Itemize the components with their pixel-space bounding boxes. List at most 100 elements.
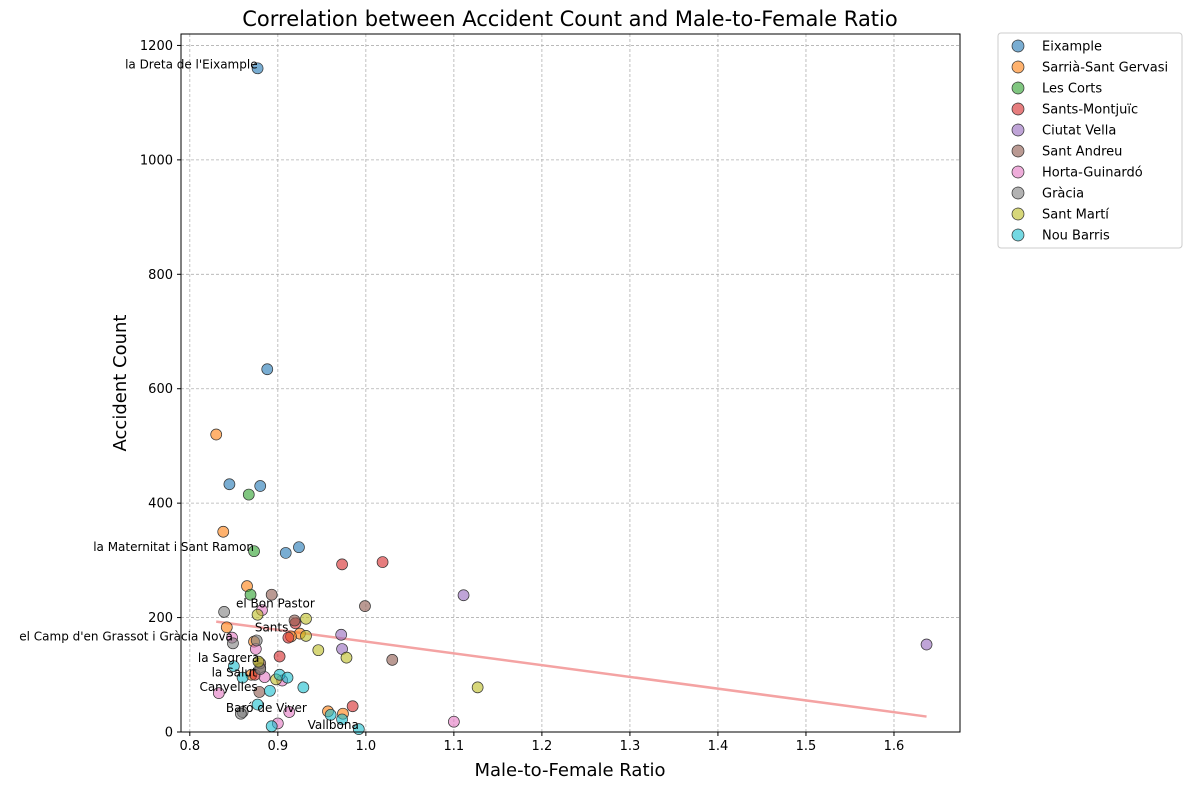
data-point bbox=[261, 363, 274, 376]
data-point bbox=[252, 655, 265, 668]
legend-marker bbox=[1011, 207, 1025, 221]
data-point bbox=[457, 589, 470, 602]
data-point bbox=[251, 608, 264, 621]
data-point bbox=[471, 681, 484, 694]
x-tick-label: 1.3 bbox=[620, 739, 641, 754]
point-annotations: la Dreta de l'Eixample la Maternitat i Sa… bbox=[19, 57, 359, 732]
data-point bbox=[273, 650, 286, 663]
data-point bbox=[281, 671, 294, 684]
legend-marker bbox=[1011, 39, 1025, 53]
trend-line-group bbox=[216, 620, 927, 718]
data-point bbox=[254, 480, 267, 492]
legend-marker bbox=[1011, 165, 1025, 179]
data-points bbox=[210, 62, 933, 735]
y-tick-label: 1000 bbox=[140, 153, 173, 168]
x-tick-label: 1.6 bbox=[884, 739, 905, 754]
data-point bbox=[251, 698, 264, 711]
data-point bbox=[293, 541, 305, 554]
point-annotation: Sants bbox=[255, 620, 289, 634]
legend-marker bbox=[1011, 102, 1025, 116]
y-axis-label: Accident Count bbox=[110, 315, 131, 452]
y-tick-label: 400 bbox=[148, 497, 173, 512]
legend-box bbox=[997, 32, 1183, 249]
data-point bbox=[340, 651, 353, 664]
x-tick-label: 1.0 bbox=[356, 739, 377, 754]
legend-label: Sarrià-Sant Gervasi bbox=[1042, 61, 1168, 76]
y-tick-label: 600 bbox=[148, 382, 173, 397]
chart-title: Correlation between Accident Count and M… bbox=[242, 7, 897, 31]
legend-marker bbox=[1011, 60, 1025, 74]
trend-line bbox=[216, 620, 927, 718]
grid-lines bbox=[181, 34, 960, 733]
point-annotation: Canyelles bbox=[199, 680, 257, 694]
data-point bbox=[336, 713, 348, 726]
data-point bbox=[336, 558, 348, 571]
x-tick-label: 1.1 bbox=[444, 739, 465, 754]
x-tick-label: 0.9 bbox=[267, 739, 288, 754]
legend-label: Sant Martí bbox=[1042, 208, 1109, 223]
data-point bbox=[217, 525, 230, 538]
data-point bbox=[223, 478, 236, 491]
point-annotation: Baró de Viver bbox=[226, 701, 307, 715]
y-tick-label: 1200 bbox=[140, 39, 173, 54]
data-point bbox=[448, 715, 460, 728]
y-tick-label: 200 bbox=[148, 611, 173, 626]
legend-label: Nou Barris bbox=[1042, 229, 1110, 244]
data-point bbox=[359, 600, 371, 612]
data-point bbox=[250, 634, 263, 647]
legend-label: Ciutat Vella bbox=[1042, 124, 1116, 139]
data-point bbox=[218, 606, 230, 618]
data-point bbox=[265, 720, 278, 733]
data-point bbox=[297, 681, 310, 694]
legend-marker bbox=[1011, 186, 1025, 200]
data-point bbox=[386, 654, 399, 666]
data-point bbox=[227, 637, 239, 650]
legend-marker bbox=[1011, 144, 1025, 158]
x-tick-label: 1.5 bbox=[796, 739, 817, 754]
data-point bbox=[283, 706, 296, 718]
legend-label: Sant Andreu bbox=[1042, 145, 1122, 160]
data-point bbox=[251, 62, 264, 75]
data-point bbox=[300, 612, 312, 625]
data-point bbox=[264, 684, 276, 697]
point-annotation: la Salut bbox=[212, 666, 257, 680]
x-tick-label: 0.8 bbox=[179, 739, 200, 754]
data-point bbox=[300, 630, 312, 642]
data-point bbox=[242, 488, 255, 501]
data-point bbox=[282, 631, 295, 644]
legend-marker bbox=[1011, 228, 1025, 242]
point-annotation: la Maternitat i Sant Ramon bbox=[93, 540, 254, 554]
legend-marker bbox=[1011, 123, 1025, 137]
legend-marker bbox=[1011, 81, 1025, 95]
data-point bbox=[220, 621, 233, 634]
data-point bbox=[376, 556, 389, 568]
data-point bbox=[288, 614, 301, 627]
legend-label: Eixample bbox=[1042, 40, 1102, 55]
data-point bbox=[324, 708, 337, 721]
data-point bbox=[235, 707, 247, 720]
data-point bbox=[346, 700, 359, 713]
data-point bbox=[312, 644, 325, 657]
y-tick-label: 800 bbox=[148, 268, 173, 283]
data-point bbox=[210, 428, 223, 441]
y-tick-label: 0 bbox=[165, 726, 173, 741]
axes: 0.8 0.9 1.0 1.1 1.2 1.3 1.4 1.5 1.6 0 200 400 600 800… bbox=[140, 33, 961, 754]
legend-label: Sants-Montjuïc bbox=[1042, 103, 1138, 118]
legend: Eixample Sarrià-Sant Gervasi Les Corts Sant… bbox=[997, 32, 1183, 249]
data-point bbox=[265, 588, 278, 601]
data-point bbox=[212, 687, 225, 699]
x-axis-label: Male-to-Female Ratio bbox=[474, 760, 665, 781]
legend-label: Gràcia bbox=[1042, 187, 1084, 202]
legend-label: Les Corts bbox=[1042, 82, 1102, 97]
data-point bbox=[920, 638, 933, 651]
x-tick-label: 1.2 bbox=[532, 739, 553, 754]
data-point bbox=[236, 671, 249, 684]
point-annotation: la Dreta de l'Eixample bbox=[125, 57, 258, 71]
data-point bbox=[244, 588, 257, 601]
plot-frame bbox=[180, 33, 961, 733]
point-annotation: el Bon Pastor bbox=[236, 596, 315, 610]
data-point bbox=[248, 545, 260, 558]
legend-label: Horta-Guinardó bbox=[1042, 166, 1143, 181]
data-point bbox=[335, 628, 348, 641]
